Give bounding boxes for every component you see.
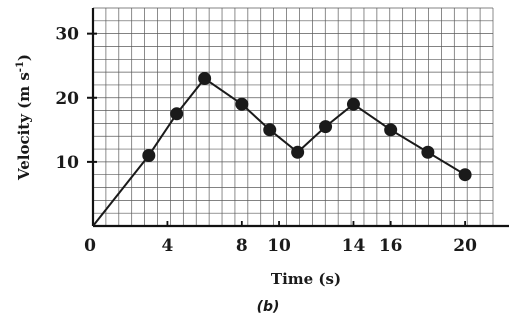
x-tick-label: 16 <box>379 236 403 256</box>
series-line <box>92 77 466 227</box>
x-tick-label: 14 <box>342 236 366 256</box>
data-point <box>170 107 184 121</box>
x-tick-label: 20 <box>453 236 477 256</box>
chart-axes <box>91 8 509 228</box>
data-point <box>142 148 156 162</box>
data-point <box>235 97 249 111</box>
y-axis-label: Velocity (m s-1) <box>15 54 33 181</box>
data-point <box>319 120 333 134</box>
y-axis-label-superscript: -1 <box>15 61 26 72</box>
x-axis-label: Time (s) <box>271 270 341 288</box>
data-point <box>458 168 472 182</box>
data-point <box>346 97 360 111</box>
x-tick-label: 0 <box>84 236 96 256</box>
x-tick-label: 4 <box>161 236 173 256</box>
data-point <box>198 72 212 86</box>
y-axis-label-close: ) <box>15 54 33 61</box>
data-point <box>263 123 277 137</box>
chart-grid <box>93 7 494 226</box>
y-tick-labels: 10 20 30 <box>55 25 97 173</box>
data-point <box>291 145 305 159</box>
x-tick-label: 10 <box>267 236 291 256</box>
x-tick-label: 8 <box>236 236 248 256</box>
x-tick-labels: 0 4 8 10 14 16 20 <box>84 221 477 256</box>
y-tick-label: 10 <box>55 153 79 173</box>
y-tick-label: 30 <box>55 25 79 45</box>
data-series <box>92 72 472 227</box>
figure-caption: (b) <box>257 299 280 315</box>
y-tick-label: 20 <box>55 89 79 109</box>
data-point <box>421 145 435 159</box>
data-point <box>384 123 398 137</box>
y-axis-label-main: Velocity (m s <box>15 72 33 181</box>
